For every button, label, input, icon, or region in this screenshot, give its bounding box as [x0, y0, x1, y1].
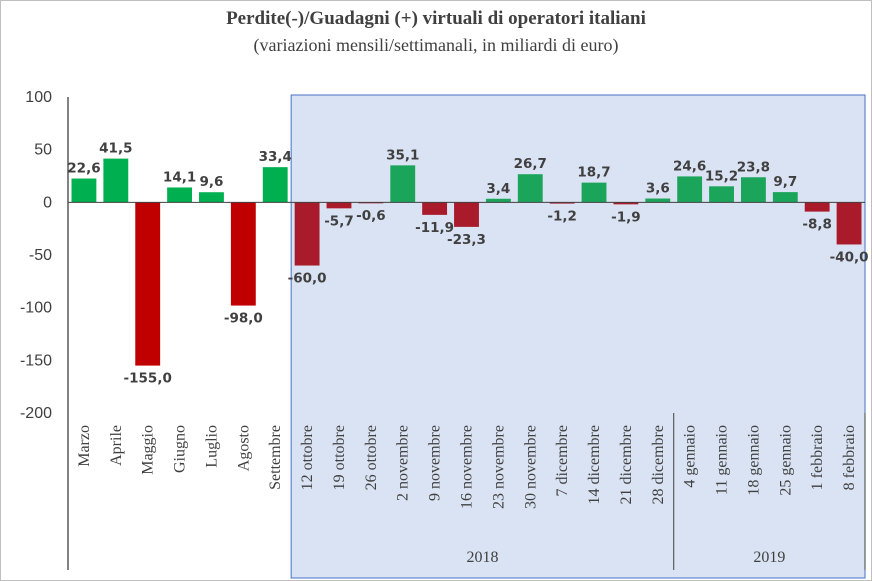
x-tick-label: 14 dicembre: [586, 425, 603, 505]
data-label: 14,1: [163, 169, 196, 185]
x-tick-label: 2 novembre: [395, 425, 412, 501]
bar: [485, 198, 511, 203]
bar: [836, 202, 862, 245]
data-label: -8,8: [802, 217, 832, 233]
data-label: 23,8: [737, 159, 770, 175]
y-tick-label: 0: [43, 194, 52, 211]
bar: [517, 174, 543, 203]
bar: [71, 178, 97, 203]
x-tick-label: 16 novembre: [459, 425, 476, 509]
x-tick-label: 25 gennaio: [777, 425, 794, 496]
bar: [103, 158, 129, 203]
x-tick-label: Giugno: [172, 425, 189, 473]
x-tick-label: Aprile: [108, 425, 125, 466]
x-tick-label: 9 novembre: [427, 425, 444, 501]
y-tick-label: 50: [34, 142, 52, 159]
chart-subtitle: (variazioni mensili/settimanali, in mili…: [254, 35, 619, 56]
bar: [262, 167, 288, 203]
data-label: 24,6: [673, 158, 706, 174]
data-label: -23,3: [447, 232, 486, 248]
data-label: -98,0: [224, 311, 263, 327]
x-tick-label: 30 novembre: [522, 425, 539, 509]
bar: [454, 202, 479, 227]
bar: [199, 192, 224, 203]
x-tick-label: Agosto: [235, 425, 252, 471]
x-tick-label: 11 gennaio: [714, 425, 731, 495]
data-label: -40,0: [830, 249, 869, 265]
data-label: -1,2: [547, 209, 577, 225]
chart-title: Perdite(-)/Guadagni (+) virtuali di oper…: [226, 8, 646, 29]
bar: [230, 202, 256, 306]
x-tick-label: 1 febbraio: [809, 425, 826, 490]
x-tick-label: 21 dicembre: [618, 425, 635, 505]
bar: [294, 202, 320, 266]
bar: [804, 202, 830, 212]
data-label: -1,9: [611, 209, 641, 225]
data-label: 33,4: [259, 149, 292, 165]
x-tick-label: 7 dicembre: [554, 425, 571, 497]
data-label: 9,7: [773, 174, 797, 190]
data-label: 9,6: [199, 174, 223, 190]
x-tick-label: 28 dicembre: [650, 425, 667, 505]
bar: [135, 202, 161, 366]
x-tick-label: 26 ottobre: [363, 425, 380, 490]
y-tick-label: -200: [20, 405, 52, 422]
highlight-region: [290, 94, 866, 579]
bar: [613, 202, 639, 205]
data-label: -5,7: [324, 213, 354, 229]
year-label: 2018: [466, 549, 498, 566]
bar: [772, 192, 798, 203]
data-label: 35,1: [386, 147, 419, 163]
data-label: -11,9: [415, 220, 454, 236]
x-tick-label: 19 ottobre: [331, 425, 348, 490]
data-label: 3,4: [486, 181, 510, 197]
data-label: -60,0: [288, 271, 327, 287]
data-label: 22,6: [67, 161, 100, 177]
data-label: 15,2: [705, 168, 738, 184]
bar: [549, 202, 575, 204]
x-tick-label: Luglio: [203, 425, 220, 468]
data-label: 26,7: [514, 156, 547, 172]
data-label: 41,5: [99, 141, 132, 157]
y-tick-label: -50: [29, 247, 52, 264]
bar: [326, 202, 352, 209]
bar: [709, 186, 734, 203]
x-tick-label: 4 gennaio: [682, 425, 699, 488]
y-tick-label: -100: [20, 300, 52, 317]
bar: [167, 187, 193, 203]
y-tick-label: -150: [20, 352, 52, 369]
year-label: 2019: [753, 549, 785, 566]
x-tick-label: Maggio: [140, 425, 157, 475]
x-tick-label: 8 febbraio: [841, 425, 858, 490]
bar: [390, 165, 416, 203]
x-tick-label: 12 ottobre: [299, 425, 316, 490]
bar: [740, 177, 766, 203]
bar: [581, 182, 607, 203]
bar: [677, 176, 703, 203]
bar: [645, 198, 671, 203]
x-tick-label: Settembre: [267, 425, 284, 490]
data-label: 18,7: [577, 165, 610, 181]
x-tick-label: Marzo: [76, 425, 93, 467]
bar: [422, 202, 448, 215]
x-tick-label: 23 novembre: [490, 425, 507, 509]
y-tick-label: 100: [25, 89, 52, 106]
data-label: -0,6: [356, 208, 386, 224]
x-tick-label: 18 gennaio: [745, 425, 762, 496]
data-label: 3,6: [646, 181, 670, 197]
data-label: -155,0: [124, 371, 172, 387]
